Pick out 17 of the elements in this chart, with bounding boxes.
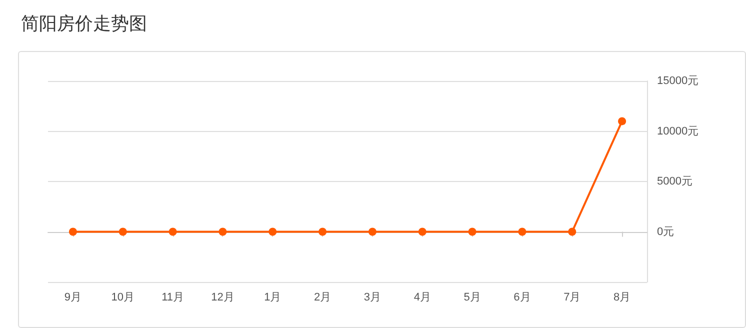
x-tick-label: 10月: [111, 292, 134, 304]
chart-title: 简阳房价走势图: [21, 14, 147, 34]
x-tick-label: 2月: [314, 292, 332, 304]
x-tick-label: 8月: [613, 292, 631, 304]
x-tick-label: 7月: [564, 292, 581, 304]
x-tick-label: 1月: [264, 292, 282, 304]
x-tick-label: 4月: [414, 292, 431, 304]
x-tick-label: 11月: [162, 292, 184, 304]
x-tick-label: 6月: [514, 292, 531, 304]
y-tick-label: 15000元: [657, 75, 699, 87]
x-tick-label: 3月: [364, 292, 382, 304]
x-tick-label: 9月: [64, 292, 82, 304]
y-tick-label: 0元: [657, 226, 674, 238]
y-tick-label: 5000元: [657, 176, 692, 188]
y-tick-label: 10000元: [657, 125, 699, 138]
x-tick-label: 5月: [464, 292, 481, 304]
x-tick-label: 12月: [211, 292, 234, 304]
